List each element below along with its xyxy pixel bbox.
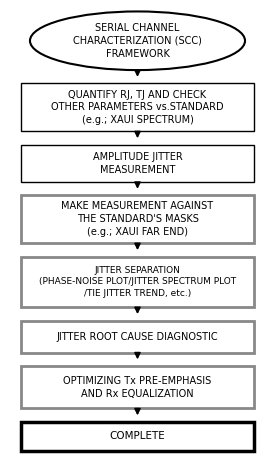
Text: AMPLITUDE JITTER
MEASUREMENT: AMPLITUDE JITTER MEASUREMENT	[93, 152, 182, 175]
Text: MAKE MEASUREMENT AGAINST
THE STANDARD'S MASKS
(e.g.; XAUI FAR END): MAKE MEASUREMENT AGAINST THE STANDARD'S …	[61, 202, 214, 237]
FancyBboxPatch shape	[21, 83, 254, 131]
Text: COMPLETE: COMPLETE	[110, 431, 165, 442]
Text: OPTIMIZING Tx PRE-EMPHASIS
AND Rx EQUALIZATION: OPTIMIZING Tx PRE-EMPHASIS AND Rx EQUALI…	[63, 376, 212, 398]
FancyBboxPatch shape	[21, 366, 254, 409]
FancyBboxPatch shape	[21, 195, 254, 243]
FancyBboxPatch shape	[21, 422, 254, 451]
FancyBboxPatch shape	[21, 256, 254, 307]
FancyBboxPatch shape	[21, 145, 254, 182]
Text: SERIAL CHANNEL
CHARACTERIZATION (SCC)
FRAMEWORK: SERIAL CHANNEL CHARACTERIZATION (SCC) FR…	[73, 23, 202, 59]
Ellipse shape	[30, 11, 245, 70]
FancyBboxPatch shape	[21, 321, 254, 353]
Text: QUANTIFY RJ, TJ AND CHECK
OTHER PARAMETERS vs.STANDARD
(e.g.; XAUI SPECTRUM): QUANTIFY RJ, TJ AND CHECK OTHER PARAMETE…	[51, 90, 224, 125]
Text: JITTER ROOT CAUSE DIAGNOSTIC: JITTER ROOT CAUSE DIAGNOSTIC	[57, 332, 218, 342]
Text: JITTER SEPARATION
(PHASE-NOISE PLOT/JITTER SPECTRUM PLOT
/TIE JITTER TREND, etc.: JITTER SEPARATION (PHASE-NOISE PLOT/JITT…	[39, 266, 236, 298]
